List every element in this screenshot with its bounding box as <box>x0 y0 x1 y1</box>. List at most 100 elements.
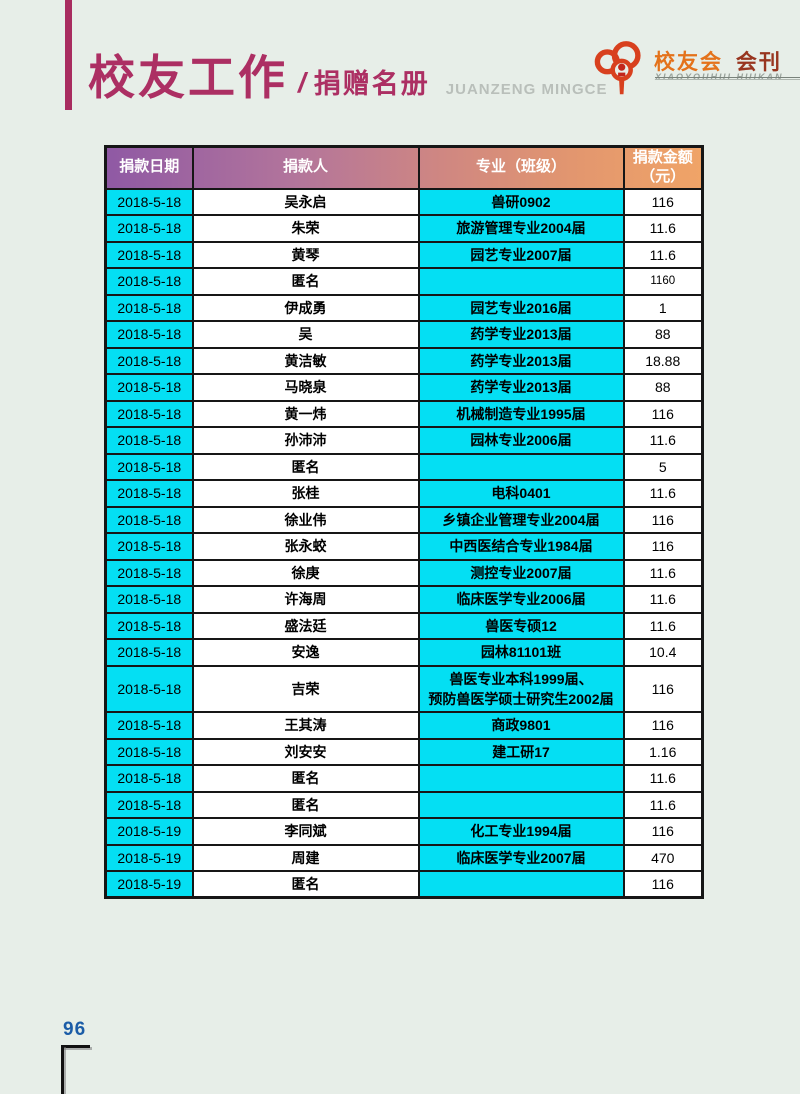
cell-amount: 1.16 <box>622 737 704 767</box>
table-row: 2018-5-18 吉荣 兽医专业本科1999届、 预防兽医学硕士研究生2002… <box>104 664 704 714</box>
cell-date: 2018-5-19 <box>104 843 194 873</box>
cell-donor: 黄琴 <box>191 240 420 269</box>
cell-amount: 11.6 <box>622 764 704 793</box>
cell-major: 药学专业2013届 <box>417 373 625 402</box>
cell-amount: 116 <box>622 664 704 714</box>
cell-major: 兽研0902 <box>417 187 625 216</box>
cell-major: 中西医结合专业1984届 <box>417 532 625 561</box>
table-row: 2018-5-18 马晓泉 药学专业2013届 88 <box>104 373 704 402</box>
cell-amount: 470 <box>622 843 704 873</box>
footer-corner-line-horizontal <box>61 1045 90 1048</box>
cell-amount: 11.6 <box>622 214 704 243</box>
cell-date: 2018-5-18 <box>104 585 194 614</box>
journal-logo: 校友会 会刊 XIAOYOUHUI HUIKAN <box>592 40 800 100</box>
cell-date: 2018-5-18 <box>104 452 194 481</box>
cell-amount: 116 <box>622 399 704 428</box>
cell-date: 2018-5-18 <box>104 638 194 667</box>
table-row: 2018-5-18 张永蛟 中西医结合专业1984届 116 <box>104 532 704 561</box>
journal-title: 校友会 会刊 <box>654 46 782 76</box>
table-row: 2018-5-18 盛法廷 兽医专硕12 11.6 <box>104 611 704 640</box>
cell-date: 2018-5-18 <box>104 187 194 216</box>
title-separator: / <box>298 66 306 98</box>
cell-amount: 1160 <box>622 267 704 296</box>
table-header-row: 捐款日期 捐款人 专业（班级） 捐款金额（元） <box>104 145 704 190</box>
page-number: 96 <box>63 1019 87 1040</box>
cell-amount: 116 <box>622 532 704 561</box>
cell-amount: 116 <box>622 817 704 846</box>
cell-date: 2018-5-18 <box>104 426 194 455</box>
cell-date: 2018-5-18 <box>104 790 194 820</box>
cell-date: 2018-5-18 <box>104 346 194 375</box>
cell-amount: 116 <box>622 187 704 216</box>
footer-corner-line-vertical <box>61 1045 64 1094</box>
cell-major: 园艺专业2007届 <box>417 240 625 269</box>
cell-amount: 116 <box>622 711 704 740</box>
table-row: 2018-5-18 朱荣 旅游管理专业2004届 11.6 <box>104 214 704 243</box>
table-row: 2018-5-18 孙沛沛 园林专业2006届 11.6 <box>104 426 704 455</box>
table-row: 2018-5-18 许海周 临床医学专业2006届 11.6 <box>104 585 704 614</box>
cell-major: 药学专业2013届 <box>417 346 625 375</box>
cell-major: 机械制造专业1995届 <box>417 399 625 428</box>
cell-date: 2018-5-18 <box>104 711 194 740</box>
cell-major: 兽医专硕12 <box>417 611 625 640</box>
donation-table: 捐款日期 捐款人 专业（班级） 捐款金额（元） 2018-5-18 吴永启 兽研… <box>104 145 704 900</box>
cell-amount: 11.6 <box>622 611 704 640</box>
table-row: 2018-5-19 周建 临床医学专业2007届 470 <box>104 843 704 873</box>
table-row: 2018-5-18 吴永启 兽研0902 116 <box>104 187 704 216</box>
cell-donor: 匿名 <box>191 870 420 899</box>
cell-amount: 11.6 <box>622 558 704 587</box>
cell-major: 园林专业2006届 <box>417 426 625 455</box>
cell-date: 2018-5-18 <box>104 293 194 322</box>
cell-donor: 匿名 <box>191 267 420 296</box>
cell-date: 2018-5-18 <box>104 373 194 402</box>
journal-title-secondary: 会刊 <box>735 51 782 74</box>
cell-date: 2018-5-18 <box>104 214 194 243</box>
cell-donor: 匿名 <box>191 764 420 793</box>
table-row: 2018-5-18 黄琴 园艺专业2007届 11.6 <box>104 240 704 269</box>
table-row: 2018-5-18 安逸 园林81101班 10.4 <box>104 638 704 667</box>
cell-major <box>417 267 625 296</box>
cell-date: 2018-5-18 <box>104 505 194 534</box>
table-row: 2018-5-18 王其涛 商政9801 116 <box>104 711 704 740</box>
cell-donor: 匿名 <box>191 790 420 820</box>
cell-date: 2018-5-18 <box>104 558 194 587</box>
cell-date: 2018-5-18 <box>104 764 194 793</box>
cell-donor: 黄洁敏 <box>191 346 420 375</box>
header-rule <box>655 77 800 80</box>
cell-date: 2018-5-18 <box>104 479 194 508</box>
page-title-row: 校友工作 / 捐赠名册 JUANZENG MINGCE <box>88 54 608 101</box>
cell-donor: 徐庚 <box>191 558 420 587</box>
cell-donor: 匿名 <box>191 452 420 481</box>
cell-donor: 安逸 <box>191 638 420 667</box>
cell-donor: 盛法廷 <box>191 611 420 640</box>
cell-major: 测控专业2007届 <box>417 558 625 587</box>
cell-major: 药学专业2013届 <box>417 320 625 349</box>
cell-donor: 吉荣 <box>191 664 420 714</box>
table-row: 2018-5-18 刘安安 建工研17 1.16 <box>104 737 704 767</box>
column-header-amount: 捐款金额（元） <box>622 145 704 190</box>
cell-major: 园艺专业2016届 <box>417 293 625 322</box>
cell-donor: 王其涛 <box>191 711 420 740</box>
table-row: 2018-5-18 匿名 1160 <box>104 267 704 296</box>
cell-donor: 刘安安 <box>191 737 420 767</box>
cell-donor: 伊成勇 <box>191 293 420 322</box>
cell-donor: 吴 <box>191 320 420 349</box>
cell-major <box>417 870 625 899</box>
table-row: 2018-5-18 匿名 11.6 <box>104 764 704 793</box>
donation-table-body: 2018-5-18 吴永启 兽研0902 116 2018-5-18 朱荣 旅游… <box>104 187 704 899</box>
cell-amount: 11.6 <box>622 240 704 269</box>
cell-amount: 10.4 <box>622 638 704 667</box>
table-row: 2018-5-18 徐庚 测控专业2007届 11.6 <box>104 558 704 587</box>
column-header-donor: 捐款人 <box>191 145 420 190</box>
tree-emblem-icon <box>592 40 646 103</box>
cell-amount: 88 <box>622 373 704 402</box>
table-row: 2018-5-19 匿名 116 <box>104 870 704 899</box>
cell-donor: 孙沛沛 <box>191 426 420 455</box>
subsection-pinyin: JUANZENG MINGCE <box>445 80 608 98</box>
cell-date: 2018-5-18 <box>104 532 194 561</box>
cell-date: 2018-5-19 <box>104 817 194 846</box>
cell-date: 2018-5-18 <box>104 267 194 296</box>
table-row: 2018-5-18 黄洁敏 药学专业2013届 18.88 <box>104 346 704 375</box>
cell-donor: 吴永启 <box>191 187 420 216</box>
table-row: 2018-5-19 李同斌 化工专业1994届 116 <box>104 817 704 846</box>
